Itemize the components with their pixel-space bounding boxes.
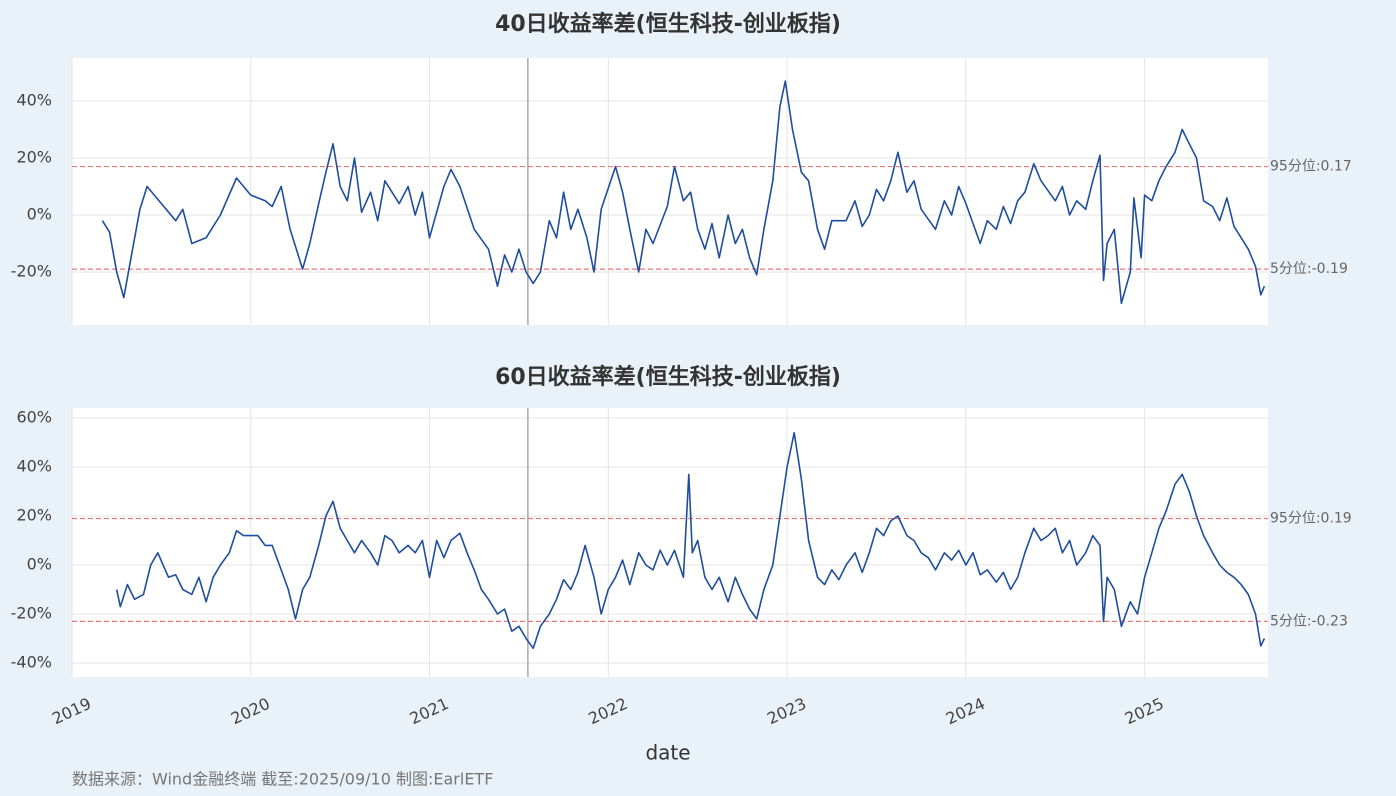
source-note: 数据来源：Wind金融终端 截至:2025/09/10 制图:EarlETF <box>72 770 493 789</box>
y-tick-label: 20% <box>16 148 52 167</box>
reference-label: 5分位:-0.19 <box>1270 261 1348 277</box>
y-tick-label: -40% <box>11 653 52 672</box>
data-line <box>101 80 1266 305</box>
reference-label: 95分位:0.17 <box>1270 159 1352 175</box>
y-tick-label: 0% <box>27 555 52 574</box>
y-tick-label: -20% <box>11 261 52 280</box>
chart-title: 40日收益率差(恒生科技-创业板指) <box>495 11 841 37</box>
reference-label: 95分位:0.19 <box>1270 510 1352 526</box>
y-tick-label: -20% <box>11 604 52 623</box>
x-axis-label: date <box>645 741 690 765</box>
y-tick-label: 20% <box>16 506 52 525</box>
y-tick-label: 60% <box>16 408 52 427</box>
y-tick-label: 40% <box>16 457 52 476</box>
chart-title: 60日收益率差(恒生科技-创业板指) <box>495 364 841 390</box>
plot-area <box>72 408 1268 677</box>
reference-label: 5分位:-0.23 <box>1270 613 1348 629</box>
y-tick-label: 40% <box>16 91 52 110</box>
y-tick-label: 0% <box>27 205 52 224</box>
data-line <box>115 431 1266 650</box>
